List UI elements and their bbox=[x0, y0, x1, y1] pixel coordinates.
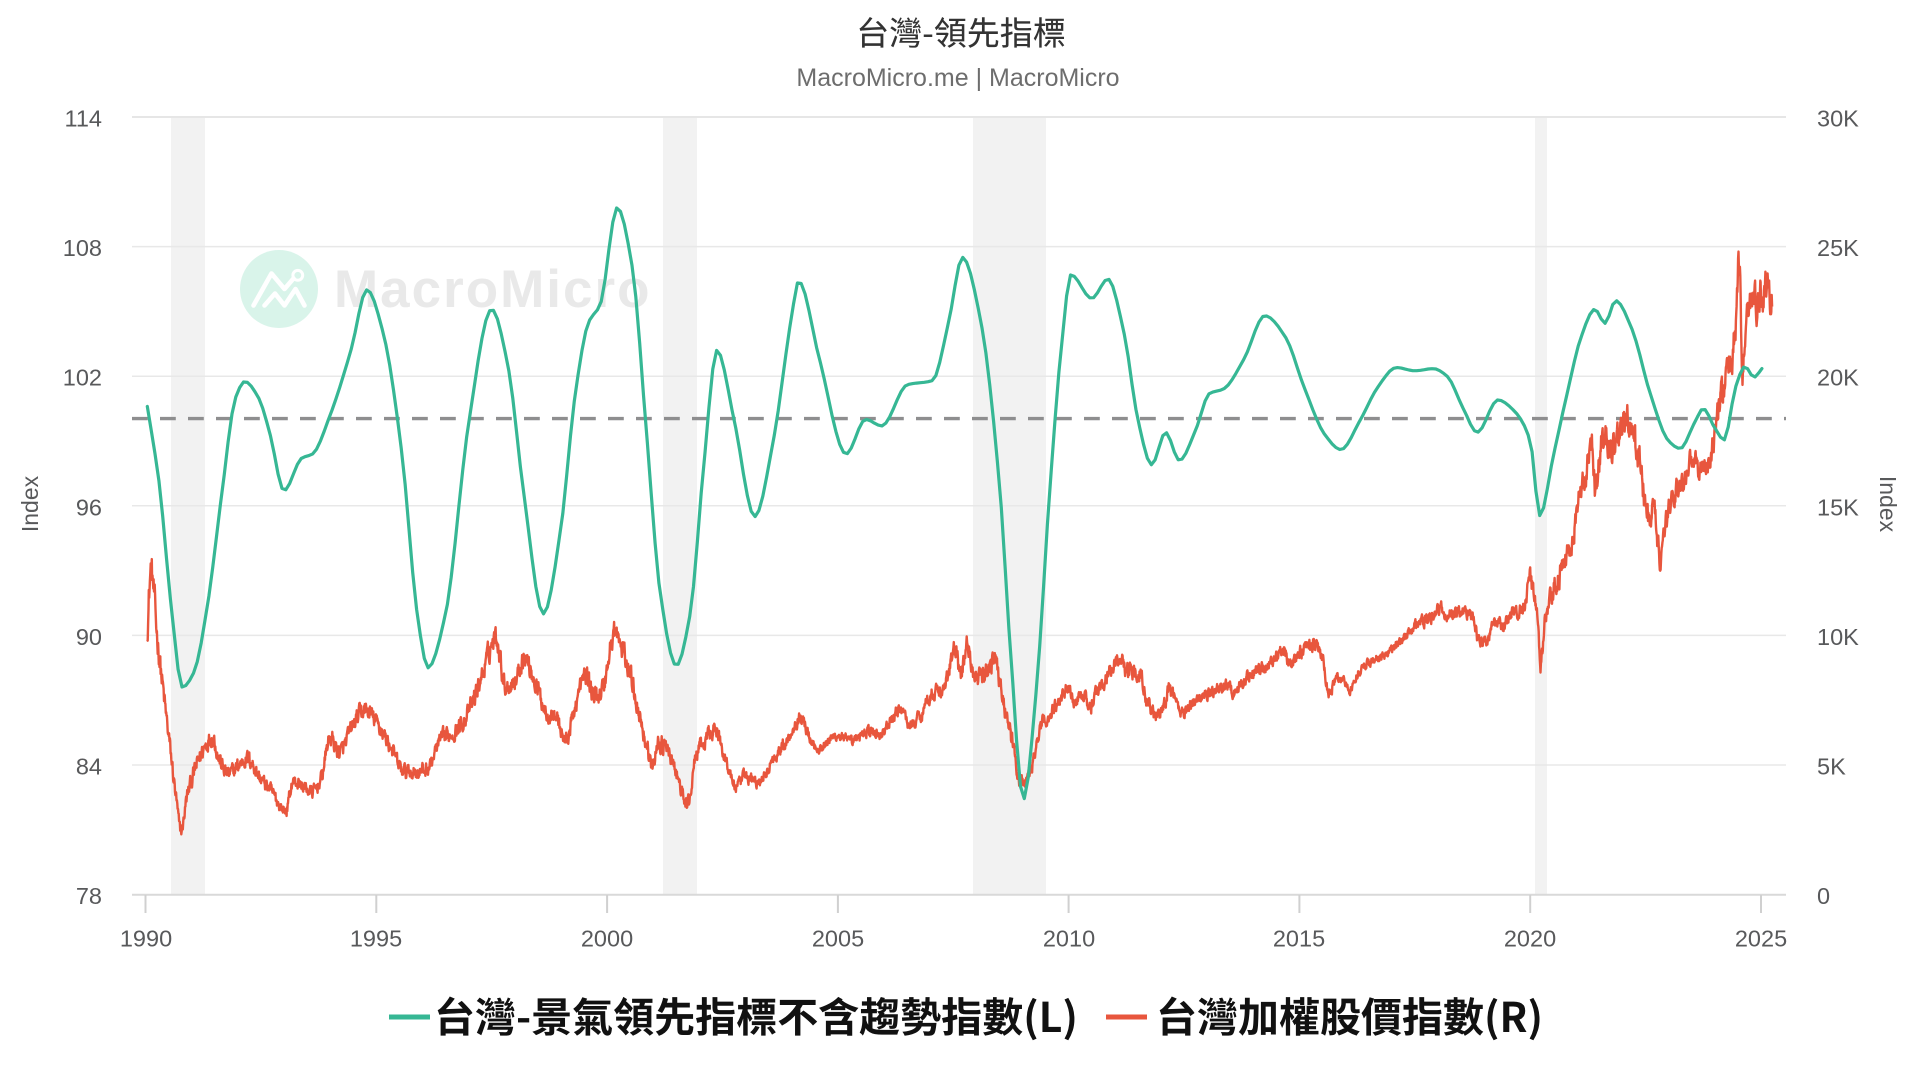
svg-text:MacroMicro.me | MacroMicro: MacroMicro.me | MacroMicro bbox=[796, 64, 1119, 92]
svg-text:20K: 20K bbox=[1817, 365, 1859, 391]
svg-text:Index: Index bbox=[1875, 476, 1901, 533]
svg-text:1995: 1995 bbox=[350, 926, 402, 952]
svg-text:2020: 2020 bbox=[1504, 926, 1556, 952]
svg-text:102: 102 bbox=[63, 365, 102, 391]
svg-text:90: 90 bbox=[76, 624, 102, 650]
svg-text:1990: 1990 bbox=[120, 926, 172, 952]
svg-text:108: 108 bbox=[63, 235, 102, 261]
svg-text:2000: 2000 bbox=[581, 926, 633, 952]
svg-text:2015: 2015 bbox=[1273, 926, 1325, 952]
svg-text:25K: 25K bbox=[1817, 235, 1859, 261]
svg-text:2025: 2025 bbox=[1735, 926, 1787, 952]
svg-text:10K: 10K bbox=[1817, 624, 1859, 650]
svg-text:114: 114 bbox=[65, 106, 102, 132]
svg-text:2005: 2005 bbox=[812, 926, 864, 952]
svg-text:78: 78 bbox=[76, 883, 102, 909]
svg-text:15K: 15K bbox=[1817, 494, 1859, 520]
svg-text:30K: 30K bbox=[1817, 106, 1859, 132]
svg-text:0: 0 bbox=[1817, 883, 1830, 909]
svg-text:Index: Index bbox=[17, 475, 43, 532]
svg-text:96: 96 bbox=[76, 494, 102, 520]
svg-text:2010: 2010 bbox=[1043, 926, 1095, 952]
svg-text:5K: 5K bbox=[1817, 754, 1846, 780]
svg-text:84: 84 bbox=[76, 754, 102, 780]
